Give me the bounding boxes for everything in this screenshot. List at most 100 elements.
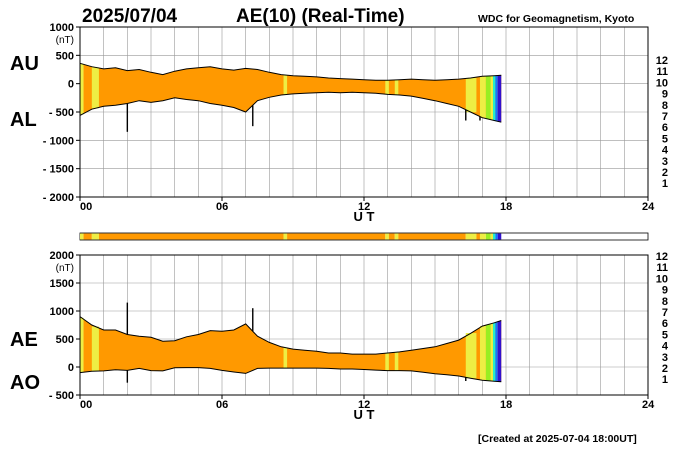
y-tick-label: - 1000 [43, 135, 74, 147]
activity-band [495, 322, 498, 382]
activity-band [465, 77, 477, 113]
series-line-ae [79, 316, 502, 355]
legend-level-label: 7 [662, 307, 668, 319]
activity-band [495, 75, 498, 122]
activity-band [485, 324, 491, 381]
activity-band [385, 80, 389, 95]
activity-band [465, 333, 477, 379]
activity-bar-segment [476, 233, 480, 240]
activity-band [497, 75, 502, 122]
series-label-al: AL [10, 109, 37, 131]
x-axis-label: U T [354, 209, 375, 224]
activity-bar-segment [495, 233, 498, 240]
activity-band [394, 352, 399, 371]
legend-level-label: 2 [662, 363, 668, 375]
legend-level-label: 7 [662, 111, 668, 123]
y-tick-label: - 2000 [43, 192, 74, 204]
activity-band [283, 347, 288, 369]
legend-level-label: 12 [656, 251, 668, 263]
activity-bar-segment [465, 233, 477, 240]
y-tick-label: 500 [56, 334, 74, 346]
data-source: WDC for Geomagnetism, Kyoto [478, 13, 634, 25]
legend-level-label: 11 [656, 262, 668, 274]
x-axis-label: U T [354, 407, 375, 422]
activity-bar-segment [398, 233, 466, 240]
y-tick-label: 1000 [50, 306, 74, 318]
activity-bar-segment [394, 233, 399, 240]
activity-bar-segment [385, 233, 389, 240]
series-label-ao: AO [10, 372, 40, 394]
plot-date: 2025/07/04 [82, 6, 178, 27]
legend-level-label: 6 [662, 122, 668, 134]
x-tick-label: 00 [80, 399, 92, 411]
series-label-au: AU [10, 53, 39, 75]
legend-level-label: 1 [662, 374, 668, 386]
y-tick-label: 500 [56, 50, 74, 62]
x-tick-label: 24 [642, 399, 655, 411]
series-line-ao [79, 367, 502, 383]
legend-level-label: 3 [662, 156, 668, 168]
legend-level-label: 12 [656, 55, 668, 67]
y-tick-label: - 500 [49, 390, 74, 402]
activity-band [385, 353, 389, 371]
activity-bar-segment [287, 233, 386, 240]
y-unit-label: (nT) [56, 263, 74, 274]
activity-band [91, 326, 99, 372]
x-tick-label: 24 [642, 201, 655, 213]
legend-level-label: 10 [656, 77, 668, 89]
legend-level-label: 9 [662, 89, 668, 101]
activity-bar-segment [83, 233, 92, 240]
activity-band [91, 67, 99, 109]
created-timestamp: [Created at 2025-07-04 18:00UT] [478, 433, 637, 445]
activity-band [394, 79, 399, 95]
x-tick-label: 06 [216, 201, 228, 213]
y-tick-label: 2000 [50, 250, 74, 262]
activity-band [479, 325, 486, 381]
activity-bar-segment [91, 233, 99, 240]
legend-level-label: 5 [662, 329, 668, 341]
y-tick-label: 0 [68, 79, 74, 91]
activity-bar-segment [490, 233, 493, 240]
x-tick-label: 18 [500, 399, 512, 411]
y-tick-label: 0 [68, 362, 74, 374]
activity-bar-segment [497, 233, 502, 240]
activity-band [497, 321, 502, 382]
y-tick-label: 1000 [50, 22, 74, 34]
series-line-au [79, 62, 502, 81]
activity-band [479, 76, 486, 118]
legend-level-label: 3 [662, 352, 668, 364]
activity-band [492, 322, 496, 382]
legend-level-label: 4 [662, 145, 669, 157]
y-unit-label: (nT) [56, 35, 74, 46]
plot-title: AE(10) (Real-Time) [236, 6, 405, 27]
x-tick-label: 18 [500, 201, 512, 213]
activity-bar-segment [80, 233, 84, 240]
x-tick-label: 00 [80, 201, 92, 213]
y-tick-label: - 500 [49, 107, 74, 119]
legend-level-label: 10 [656, 273, 668, 285]
legend-level-label: 11 [656, 66, 668, 78]
legend-level-label: 4 [662, 341, 669, 353]
activity-bar-segment [485, 233, 491, 240]
activity-band [490, 75, 493, 120]
activity-bar-segment [492, 233, 496, 240]
x-tick-label: 12 [358, 201, 370, 213]
x-tick-label: 06 [216, 399, 228, 411]
legend-level-label: 5 [662, 133, 668, 145]
series-line-al [79, 91, 502, 123]
series-label-ae: AE [10, 329, 38, 351]
activity-bar-segment [388, 233, 395, 240]
legend-level-label: 9 [662, 285, 668, 297]
activity-bar-segment [98, 233, 284, 240]
activity-band [80, 317, 84, 373]
activity-band [485, 76, 491, 120]
legend-level-label: 1 [662, 178, 668, 190]
activity-bar-segment [479, 233, 486, 240]
legend-level-label: 8 [662, 100, 668, 112]
legend-level-label: 8 [662, 296, 668, 308]
y-tick-label: - 1500 [43, 164, 74, 176]
activity-band [492, 75, 496, 121]
legend-level-label: 2 [662, 167, 668, 179]
